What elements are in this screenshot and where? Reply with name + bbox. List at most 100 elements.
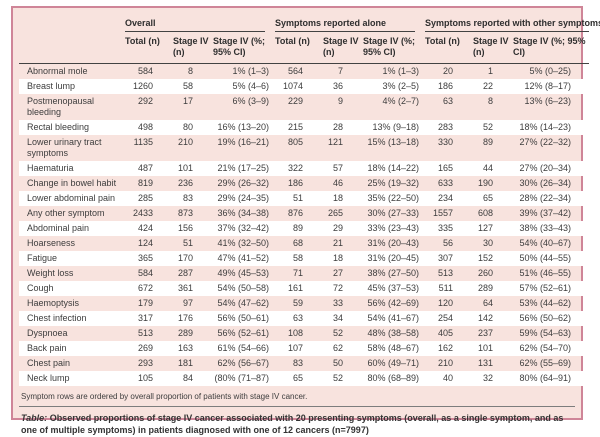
cell-alone-ci: 38% (27–50) xyxy=(367,268,420,278)
cell-alone-total: 63 xyxy=(293,313,304,323)
cell-alone-stageiv: 28 xyxy=(333,122,344,132)
cell-with-ci: 56% (50–62) xyxy=(519,313,572,323)
cell-with-stageiv: 65 xyxy=(483,193,494,203)
cell-overall-ci: 37% (32–42) xyxy=(217,223,270,233)
cell-with-total: 210 xyxy=(438,358,454,368)
cell-with-total: 120 xyxy=(438,298,454,308)
cell-with-ci: 53% (44–62) xyxy=(519,298,572,308)
cell-with-stageiv: 131 xyxy=(478,358,494,368)
caption-prefix: Table: xyxy=(21,413,48,423)
table-row: Lower urinary tract symptoms 1135 210 19… xyxy=(19,135,589,161)
cell-overall-stageiv: 181 xyxy=(177,358,193,368)
group-header-overall: Overall xyxy=(125,13,275,32)
table-row: Abdominal pain 424 156 37% (32–42) 89 29… xyxy=(19,221,590,236)
cell-alone-ci: 33% (23–43) xyxy=(367,223,420,233)
cell-with-stageiv: 260 xyxy=(478,268,494,278)
cell-alone-ci: 35% (22–50) xyxy=(367,193,420,203)
cell-with-stageiv: 89 xyxy=(483,137,494,147)
cell-alone-ci: 3% (2–5) xyxy=(382,81,420,91)
cell-with-total: 1557 xyxy=(433,208,454,218)
cell-overall-ci: 29% (26–32) xyxy=(217,178,270,188)
cell-with-total: 56 xyxy=(443,238,454,248)
cell-with-stageiv: 289 xyxy=(478,283,494,293)
cell-alone-stageiv: 72 xyxy=(333,283,344,293)
cell-overall-total: 487 xyxy=(137,163,153,173)
symptom-label: Any other symptom xyxy=(27,208,105,218)
cell-with-ci: 80% (64–91) xyxy=(519,373,572,383)
cell-alone-ci: 18% (14–22) xyxy=(367,163,420,173)
cell-with-stageiv: 64 xyxy=(483,298,494,308)
cell-overall-total: 365 xyxy=(137,253,153,263)
cell-overall-ci: 47% (41–52) xyxy=(217,253,270,263)
cell-with-ci: 39% (37–42) xyxy=(519,208,572,218)
cell-overall-total: 293 xyxy=(137,358,153,368)
symptom-label: Abdominal pain xyxy=(27,223,90,233)
cell-with-ci: 51% (46–55) xyxy=(519,268,572,278)
cell-with-ci: 27% (20–34) xyxy=(519,163,572,173)
cell-overall-ci: 49% (45–53) xyxy=(217,268,270,278)
table-row: Abnormal mole 584 8 1% (1–3) 564 7 1% (1… xyxy=(19,64,589,80)
cell-overall-stageiv: 156 xyxy=(177,223,193,233)
cell-overall-ci: 54% (50–58) xyxy=(217,283,270,293)
cell-overall-ci: 21% (17–25) xyxy=(217,163,270,173)
col-header-alone-total: Total (n) xyxy=(275,32,324,64)
col-header-overall-total: Total (n) xyxy=(125,32,173,64)
cell-overall-ci: 29% (24–35) xyxy=(217,193,270,203)
table-row: Chest pain 293 181 62% (56–67) 83 50 60%… xyxy=(19,356,589,371)
cell-alone-ci: 25% (19–32) xyxy=(367,178,420,188)
symptom-label: Back pain xyxy=(27,343,67,353)
col-header-with-total: Total (n) xyxy=(425,32,474,64)
table-row: Haemoptysis 179 97 54% (47–62) 59 33 56%… xyxy=(19,296,589,311)
symptom-label: Lower abdominal pain xyxy=(27,193,116,203)
cell-with-stageiv: 52 xyxy=(483,122,494,132)
cell-with-total: 20 xyxy=(443,66,454,76)
table-row: Any other symptom 2433 873 36% (34–38) 8… xyxy=(19,206,589,221)
cell-overall-stageiv: 101 xyxy=(177,163,193,173)
cell-with-total: 165 xyxy=(438,163,454,173)
cell-alone-ci: 80% (68–89) xyxy=(367,373,420,383)
group-label-overall: Overall xyxy=(125,18,266,32)
cell-alone-stageiv: 18 xyxy=(333,253,344,263)
symptom-column-spacer xyxy=(19,13,125,32)
group-label-with-other: Symptoms reported with other symptoms xyxy=(425,18,600,32)
cell-alone-total: 215 xyxy=(288,122,304,132)
cell-with-total: 335 xyxy=(438,223,454,233)
cell-overall-total: 584 xyxy=(137,268,153,278)
cell-with-total: 633 xyxy=(438,178,454,188)
cell-alone-stageiv: 9 xyxy=(338,96,344,106)
group-label-alone: Symptoms reported alone xyxy=(275,18,416,32)
cell-alone-stageiv: 27 xyxy=(333,268,344,278)
cell-with-ci: 62% (54–70) xyxy=(519,343,572,353)
cell-overall-stageiv: 236 xyxy=(177,178,193,188)
cell-with-ci: 38% (33–43) xyxy=(519,223,572,233)
symptom-label: Chest infection xyxy=(27,313,87,323)
cell-overall-stageiv: 163 xyxy=(177,343,193,353)
cell-with-total: 405 xyxy=(438,328,454,338)
cell-overall-total: 424 xyxy=(137,223,153,233)
cell-overall-total: 672 xyxy=(137,283,153,293)
cell-overall-total: 1135 xyxy=(133,137,153,147)
cell-overall-stageiv: 8 xyxy=(187,66,193,76)
cell-with-stageiv: 127 xyxy=(478,223,494,233)
cell-alone-stageiv: 18 xyxy=(333,193,344,203)
group-header-with-other: Symptoms reported with other symptoms xyxy=(425,13,600,32)
cell-with-ci: 30% (26–34) xyxy=(519,178,572,188)
group-header-row: Overall Symptoms reported alone Symptoms… xyxy=(19,13,600,32)
cell-overall-total: 498 xyxy=(137,122,153,132)
cell-alone-stageiv: 7 xyxy=(338,66,344,76)
cell-alone-stageiv: 52 xyxy=(333,328,344,338)
cell-with-stageiv: 142 xyxy=(478,313,494,323)
cell-alone-total: 1074 xyxy=(283,81,304,91)
cell-overall-total: 2433 xyxy=(132,208,153,218)
cell-alone-total: 322 xyxy=(288,163,304,173)
cell-with-stageiv: 608 xyxy=(478,208,494,218)
cell-with-ci: 18% (14–23) xyxy=(519,122,572,132)
symptom-label: Dyspnoea xyxy=(27,328,68,338)
subheader-row: Total (n) Stage IV (n) Stage IV (%; 95% … xyxy=(19,32,590,64)
cell-overall-stageiv: 873 xyxy=(177,208,193,218)
table-row: Hoarseness 124 51 41% (32–50) 68 21 31% … xyxy=(19,236,589,251)
cell-alone-stageiv: 21 xyxy=(333,238,344,248)
cell-alone-stageiv: 52 xyxy=(333,373,344,383)
cell-overall-stageiv: 84 xyxy=(182,373,193,383)
cell-with-ci: 5% (0–25) xyxy=(529,66,572,76)
